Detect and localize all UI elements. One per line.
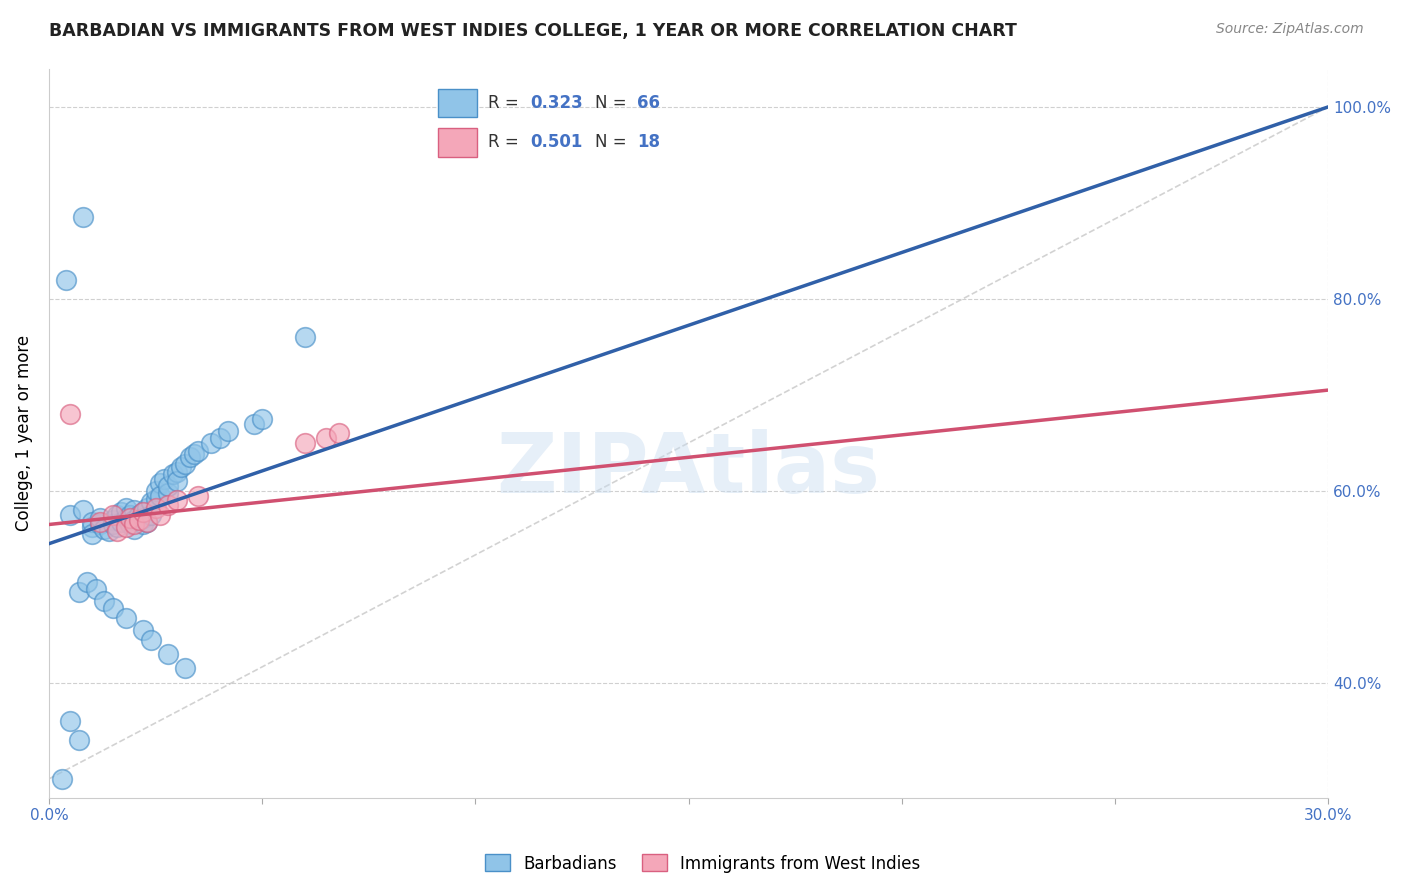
Point [145, 501, 167, 516]
Point [250, 412, 273, 426]
Point [157, 485, 180, 500]
Point [149, 489, 172, 503]
Point [187, 489, 209, 503]
Point [122, 517, 145, 532]
Point [315, 431, 337, 445]
Point [174, 457, 197, 471]
Point [118, 517, 141, 532]
Point [105, 524, 128, 539]
Point [72, 503, 94, 517]
Point [294, 436, 316, 450]
Point [132, 505, 155, 519]
Point [89, 517, 111, 532]
Point [294, 330, 316, 344]
Point [166, 475, 188, 489]
Y-axis label: College, 1 year or more: College, 1 year or more [15, 335, 32, 532]
Point [128, 508, 150, 522]
Point [114, 501, 136, 516]
Point [67, 733, 90, 747]
Point [118, 508, 141, 522]
Point [80, 527, 103, 541]
Point [101, 513, 124, 527]
Point [105, 508, 128, 522]
Point [141, 508, 163, 522]
Point [114, 510, 136, 524]
Legend: Barbadians, Immigrants from West Indies: Barbadians, Immigrants from West Indies [478, 847, 928, 880]
Point [101, 601, 124, 615]
Point [149, 476, 172, 491]
Point [136, 501, 159, 516]
Point [145, 491, 167, 506]
Point [51, 772, 73, 786]
Point [157, 647, 180, 661]
Point [118, 510, 141, 524]
Point [208, 431, 231, 445]
Point [89, 510, 111, 524]
Point [97, 524, 120, 539]
Point [162, 467, 184, 481]
Point [55, 273, 77, 287]
Point [136, 515, 159, 529]
Point [200, 436, 222, 450]
Point [132, 510, 155, 524]
Point [122, 522, 145, 536]
Point [166, 465, 188, 479]
Point [110, 505, 132, 519]
Point [76, 575, 98, 590]
Point [157, 498, 180, 512]
Point [105, 520, 128, 534]
Point [242, 417, 264, 431]
Point [132, 505, 155, 519]
Point [114, 520, 136, 534]
Point [187, 443, 209, 458]
Point [141, 495, 163, 509]
Point [217, 425, 239, 439]
Point [101, 508, 124, 522]
Point [183, 447, 205, 461]
Point [72, 211, 94, 225]
Point [110, 515, 132, 529]
Point [153, 472, 176, 486]
Point [166, 493, 188, 508]
Point [157, 479, 180, 493]
Point [179, 450, 201, 465]
Point [149, 508, 172, 522]
Point [114, 610, 136, 624]
Point [128, 513, 150, 527]
Point [59, 407, 82, 421]
Point [141, 632, 163, 647]
Point [101, 517, 124, 532]
Point [80, 515, 103, 529]
Point [174, 661, 197, 675]
Point [136, 515, 159, 529]
Text: ZIPAtlas: ZIPAtlas [496, 429, 880, 510]
Point [122, 513, 145, 527]
Point [328, 426, 350, 441]
Point [84, 582, 107, 596]
Point [89, 515, 111, 529]
Point [122, 503, 145, 517]
Point [59, 508, 82, 522]
Point [80, 520, 103, 534]
Point [93, 594, 115, 608]
Point [132, 623, 155, 637]
Text: BARBADIAN VS IMMIGRANTS FROM WEST INDIES COLLEGE, 1 YEAR OR MORE CORRELATION CHA: BARBADIAN VS IMMIGRANTS FROM WEST INDIES… [49, 22, 1017, 40]
Point [170, 459, 193, 474]
Point [59, 714, 82, 729]
Point [93, 522, 115, 536]
Text: Source: ZipAtlas.com: Source: ZipAtlas.com [1216, 22, 1364, 37]
Point [132, 517, 155, 532]
Point [67, 584, 90, 599]
Point [145, 483, 167, 498]
